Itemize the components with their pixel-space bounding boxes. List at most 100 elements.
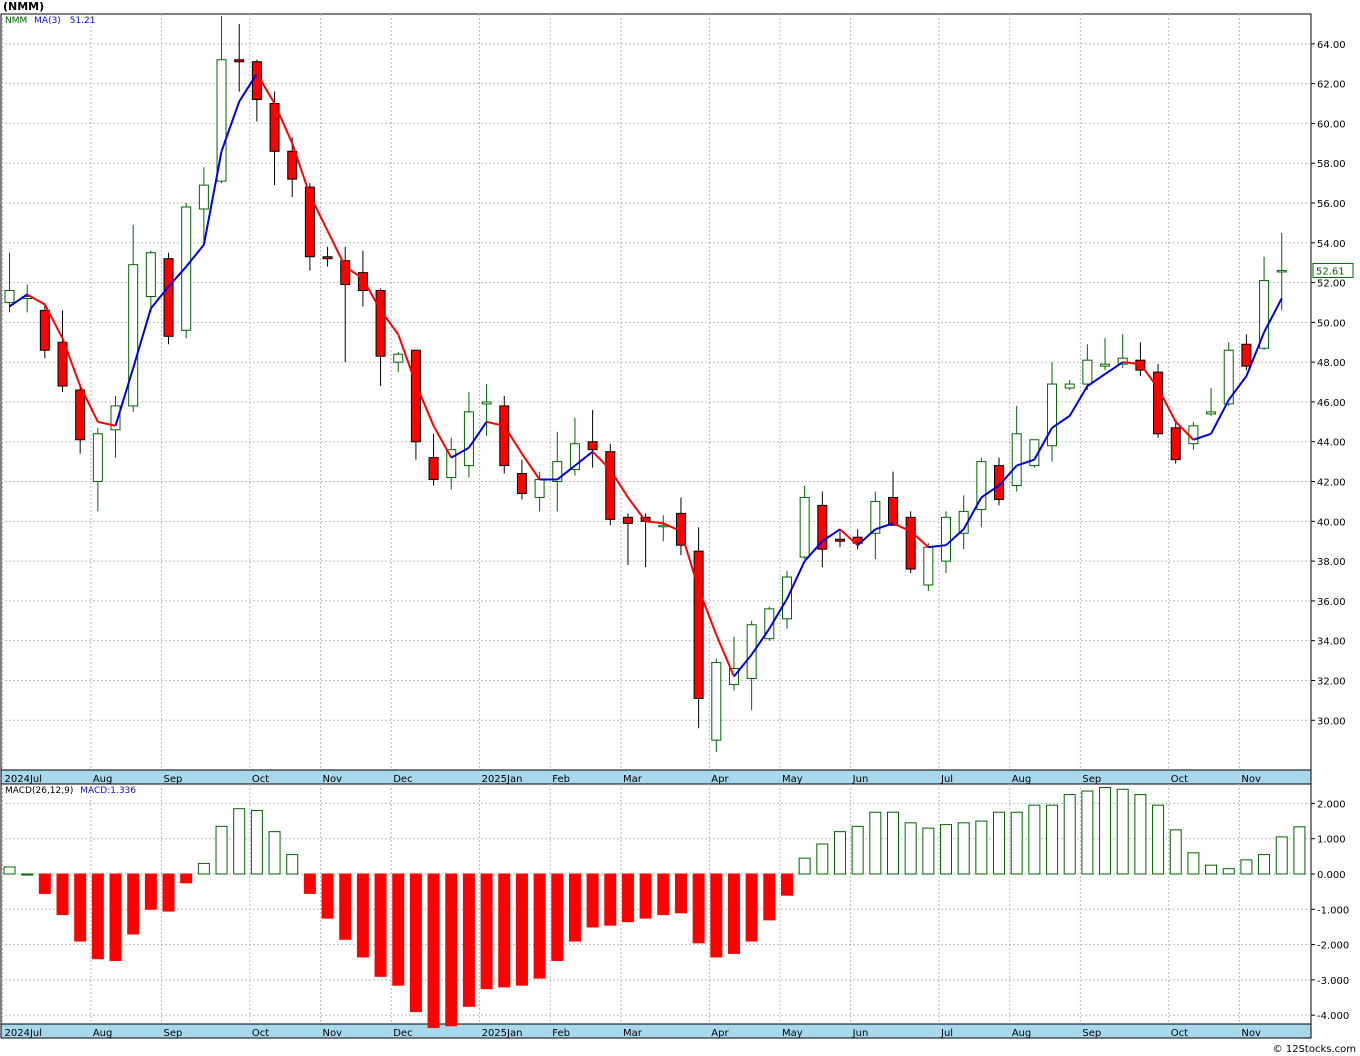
x-tick-label: Sep <box>164 774 183 785</box>
macd-bar <box>162 873 175 912</box>
macd-y-tick-label: -4.000 <box>1317 1011 1349 1022</box>
ma-segment <box>1016 458 1035 467</box>
ma-segment <box>132 308 152 369</box>
candle-body <box>446 449 457 479</box>
ma-segment <box>998 464 1018 487</box>
macd-legend: MACD(26,12,9) MACD:1.336 <box>5 786 136 796</box>
ma-segment <box>609 469 629 498</box>
macd-y-tick-label: 2.000 <box>1317 799 1346 810</box>
candle <box>746 620 757 711</box>
ma-segment <box>591 450 611 471</box>
candle-body <box>764 608 775 640</box>
candle <box>481 384 492 436</box>
candle-body <box>357 272 368 292</box>
candle-body <box>234 59 245 63</box>
candle-body <box>4 290 15 303</box>
candle-body <box>393 353 404 363</box>
ma-segment <box>1175 421 1195 441</box>
macd-bar <box>1116 788 1129 875</box>
ma-segment <box>114 367 135 427</box>
macd-bar <box>639 873 652 919</box>
candle <box>923 543 934 591</box>
ma-segment <box>803 540 824 562</box>
ma-segment <box>185 244 205 268</box>
macd-x-tick-label: 2024Jul <box>5 1028 43 1039</box>
candle <box>57 310 68 392</box>
macd-bar <box>993 811 1006 875</box>
ma-segment <box>202 151 223 245</box>
macd-y-tick-label: -1.000 <box>1317 905 1349 916</box>
macd-y-tick-label: -2.000 <box>1317 941 1349 952</box>
macd-bar <box>1187 852 1200 875</box>
macd-bar <box>1169 829 1182 875</box>
candle <box>1064 380 1075 391</box>
candle-body <box>1117 357 1128 365</box>
legend-ma-label: MA(3) <box>34 16 61 26</box>
ma-segment <box>468 421 488 449</box>
macd-bar <box>621 873 634 923</box>
candle-body <box>1206 411 1217 415</box>
macd-x-tick-label: Oct <box>252 1028 269 1039</box>
macd-bar <box>586 873 599 928</box>
candle <box>1011 405 1022 492</box>
candle-body <box>287 150 298 180</box>
macd-x-tick-label: Feb <box>552 1028 570 1039</box>
macd-bar <box>56 873 69 916</box>
macd-bar <box>851 825 864 875</box>
candle <box>905 511 916 574</box>
x-tick-label: Oct <box>252 774 269 785</box>
candle-body <box>711 662 722 741</box>
ma-segment <box>97 420 116 427</box>
ma-segment <box>1122 361 1141 366</box>
copyright-text: © 12Stocks.com <box>1272 1044 1356 1055</box>
price-y-tick-label: 62.00 <box>1317 80 1346 91</box>
macd-x-tick-label: Sep <box>164 1028 183 1039</box>
candle-body <box>375 290 386 357</box>
ma-segment <box>910 530 930 548</box>
macd-bar <box>339 873 352 940</box>
macd-bar <box>1010 811 1023 875</box>
macd-legend-value: MACD:1.336 <box>80 786 137 796</box>
macd-bar <box>1293 826 1306 875</box>
ma-segment <box>1139 363 1159 389</box>
ma-segment <box>786 560 806 600</box>
macd-bar <box>887 811 899 875</box>
candle <box>1100 338 1111 371</box>
candle <box>428 433 439 486</box>
macd-bar <box>604 873 617 926</box>
macd-bar <box>551 873 564 961</box>
candle <box>39 304 50 359</box>
ma-segment <box>486 420 505 427</box>
candle-body <box>622 516 633 524</box>
macd-x-tick-label: Aug <box>93 1028 113 1039</box>
price-y-tick-label: 58.00 <box>1317 159 1346 170</box>
candle <box>976 457 987 528</box>
candle-body <box>1082 359 1093 385</box>
candle <box>322 246 333 267</box>
candle <box>817 491 828 568</box>
macd-bar <box>515 873 528 986</box>
macd-bar <box>91 873 104 960</box>
ma-segment <box>1210 399 1230 435</box>
candle <box>622 513 633 566</box>
ma-segment <box>839 528 859 546</box>
price-y-tick-label: 40.00 <box>1317 517 1346 528</box>
ma-segment <box>1263 297 1283 333</box>
candle <box>834 531 845 548</box>
x-tick-label: 2024Jul <box>5 774 43 785</box>
candle-body <box>340 260 351 286</box>
legend-ma-value: 51.21 <box>69 16 96 26</box>
ma-segment <box>627 496 647 522</box>
x-tick-label: Aug <box>93 774 113 785</box>
candle <box>181 203 192 339</box>
ma-segment <box>26 293 46 306</box>
candle-body <box>941 516 952 562</box>
macd-bar <box>940 824 953 875</box>
candle <box>4 252 15 313</box>
candle <box>552 431 563 512</box>
ma-segment <box>43 304 64 339</box>
candle <box>994 457 1005 506</box>
macd-x-tick-label: Jun <box>852 1028 869 1039</box>
candle-body <box>1188 425 1199 445</box>
candle-body <box>181 206 192 331</box>
